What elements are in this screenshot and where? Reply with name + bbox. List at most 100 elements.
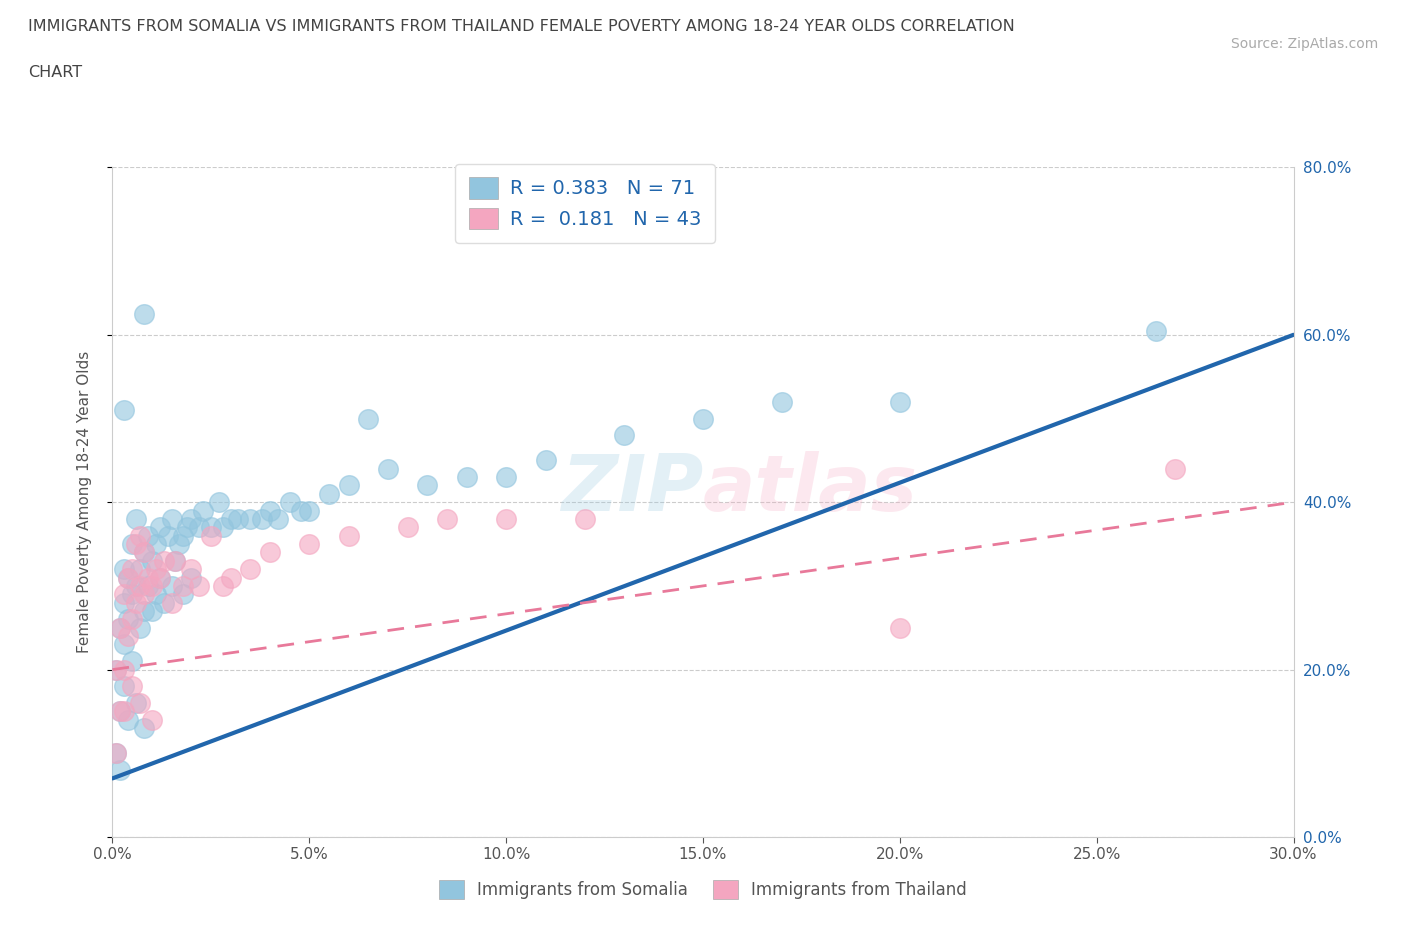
- Point: [495, 512, 517, 526]
- Point: [318, 486, 340, 501]
- Point: [219, 570, 242, 585]
- Point: [160, 595, 183, 610]
- Point: [396, 520, 419, 535]
- Point: [191, 503, 214, 518]
- Point: [219, 512, 242, 526]
- Point: [125, 537, 148, 551]
- Point: [149, 570, 172, 585]
- Point: [298, 503, 321, 518]
- Point: [112, 662, 135, 677]
- Text: IMMIGRANTS FROM SOMALIA VS IMMIGRANTS FROM THAILAND FEMALE POVERTY AMONG 18-24 Y: IMMIGRANTS FROM SOMALIA VS IMMIGRANTS FR…: [28, 19, 1015, 33]
- Point: [156, 528, 179, 543]
- Point: [534, 453, 557, 468]
- Text: atlas: atlas: [703, 451, 918, 526]
- Point: [136, 528, 159, 543]
- Point: [172, 587, 194, 602]
- Point: [574, 512, 596, 526]
- Point: [1164, 461, 1187, 476]
- Point: [165, 553, 187, 568]
- Point: [141, 578, 163, 593]
- Point: [129, 696, 152, 711]
- Point: [208, 495, 231, 510]
- Point: [121, 654, 143, 669]
- Point: [121, 587, 143, 602]
- Point: [259, 503, 281, 518]
- Point: [112, 562, 135, 577]
- Point: [117, 570, 139, 585]
- Point: [110, 763, 132, 777]
- Point: [141, 712, 163, 727]
- Point: [121, 612, 143, 627]
- Point: [105, 746, 128, 761]
- Point: [112, 704, 135, 719]
- Point: [121, 537, 143, 551]
- Point: [121, 679, 143, 694]
- Text: CHART: CHART: [28, 65, 82, 80]
- Point: [112, 595, 135, 610]
- Point: [125, 696, 148, 711]
- Point: [117, 570, 139, 585]
- Point: [136, 578, 159, 593]
- Point: [152, 595, 174, 610]
- Point: [132, 307, 155, 322]
- Point: [267, 512, 290, 526]
- Point: [770, 394, 793, 409]
- Point: [200, 528, 222, 543]
- Point: [298, 537, 321, 551]
- Point: [290, 503, 312, 518]
- Point: [145, 537, 167, 551]
- Point: [1144, 324, 1167, 339]
- Point: [160, 512, 183, 526]
- Point: [112, 403, 135, 418]
- Legend: Immigrants from Somalia, Immigrants from Thailand: Immigrants from Somalia, Immigrants from…: [429, 870, 977, 909]
- Point: [172, 578, 194, 593]
- Point: [132, 587, 155, 602]
- Point: [136, 570, 159, 585]
- Point: [172, 528, 194, 543]
- Point: [889, 394, 911, 409]
- Point: [889, 620, 911, 635]
- Point: [132, 545, 155, 560]
- Point: [239, 562, 262, 577]
- Point: [149, 520, 172, 535]
- Point: [132, 604, 155, 618]
- Point: [125, 512, 148, 526]
- Y-axis label: Female Poverty Among 18-24 Year Olds: Female Poverty Among 18-24 Year Olds: [77, 352, 91, 654]
- Point: [117, 612, 139, 627]
- Point: [239, 512, 262, 526]
- Point: [377, 461, 399, 476]
- Point: [117, 629, 139, 644]
- Point: [180, 570, 202, 585]
- Point: [112, 679, 135, 694]
- Point: [613, 428, 636, 443]
- Point: [278, 495, 301, 510]
- Point: [149, 570, 172, 585]
- Text: Source: ZipAtlas.com: Source: ZipAtlas.com: [1230, 37, 1378, 51]
- Point: [165, 553, 187, 568]
- Point: [180, 562, 202, 577]
- Point: [436, 512, 458, 526]
- Point: [145, 562, 167, 577]
- Point: [110, 704, 132, 719]
- Point: [121, 562, 143, 577]
- Point: [117, 712, 139, 727]
- Point: [112, 637, 135, 652]
- Point: [176, 520, 198, 535]
- Point: [141, 604, 163, 618]
- Point: [337, 528, 360, 543]
- Point: [416, 478, 439, 493]
- Point: [160, 578, 183, 593]
- Point: [132, 721, 155, 736]
- Point: [211, 578, 233, 593]
- Point: [228, 512, 250, 526]
- Point: [110, 620, 132, 635]
- Point: [211, 520, 233, 535]
- Point: [112, 587, 135, 602]
- Point: [456, 470, 478, 485]
- Point: [129, 578, 152, 593]
- Point: [129, 562, 152, 577]
- Point: [145, 587, 167, 602]
- Point: [105, 746, 128, 761]
- Point: [357, 411, 380, 426]
- Point: [132, 545, 155, 560]
